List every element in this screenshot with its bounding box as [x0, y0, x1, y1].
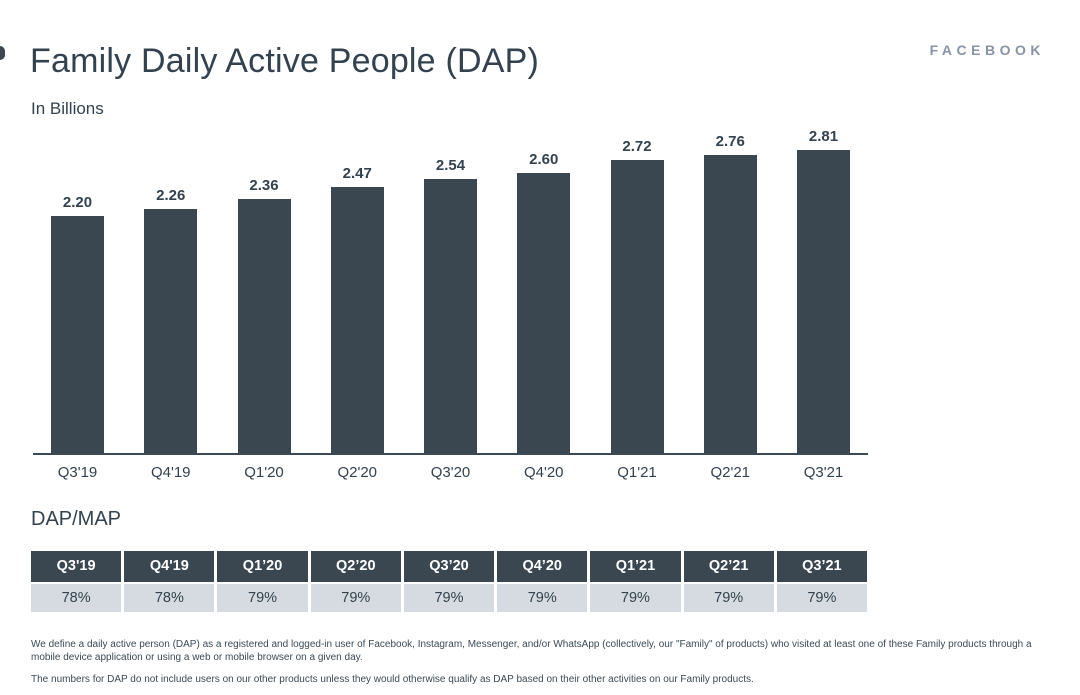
bar: [330, 187, 384, 453]
table-value-cell: 79%: [590, 584, 681, 612]
bar-group: 2.47: [330, 165, 384, 453]
table-value-cell: 79%: [683, 584, 774, 612]
x-axis-tick-label: Q3'20: [430, 464, 471, 481]
table-header-cell: Q2’20: [310, 551, 401, 582]
bar: [610, 160, 664, 453]
x-axis-tick-label: Q3'21: [803, 464, 844, 481]
x-axis-tick-label: Q3'19: [57, 464, 98, 481]
x-axis-tick-label: Q4'20: [523, 464, 564, 481]
table-value-cell: 79%: [776, 584, 867, 612]
bar: [144, 209, 198, 453]
x-axis-tick-label: Q2'21: [710, 464, 751, 481]
table-header-cell: Q4’20: [497, 551, 588, 582]
bar: [517, 173, 571, 453]
table-header-cell: Q2’21: [683, 551, 774, 582]
bar-group: 2.36: [237, 177, 291, 453]
bar-group: 2.20: [51, 194, 104, 453]
table-header-cell: Q3’20: [403, 551, 495, 582]
chart-units-label: In Billions: [31, 99, 104, 118]
bar: [703, 155, 757, 453]
x-axis-tick-label: Q1'21: [617, 464, 657, 481]
page-title: Family Daily Active People (DAP): [30, 42, 539, 80]
edge-artifact: [0, 46, 5, 60]
bar-value-label: 2.60: [529, 151, 559, 168]
table-header-cell: Q3’21: [776, 551, 867, 582]
table-value-cell: 79%: [403, 584, 495, 612]
dap-map-table: Q3'19 Q4'19 Q1’20 Q2’20 Q3’20 Q4’20 Q1’21 Q2’21…: [31, 551, 867, 612]
x-axis-tick-label: Q2'20: [337, 464, 378, 481]
bar: [237, 199, 291, 453]
table-header-cell: Q4'19: [124, 551, 215, 582]
bar-value-label: 2.47: [342, 165, 372, 182]
facebook-logo: FACEBOOK: [929, 42, 1045, 58]
bar-group: 2.26: [144, 187, 198, 453]
footnotes: We define a daily active person (DAP) as…: [31, 638, 1063, 695]
bar-group: 2.72: [610, 138, 664, 453]
bar-group: 2.60: [517, 151, 571, 453]
bar-value-label: 2.20: [62, 194, 93, 211]
bar-value-label: 2.26: [156, 187, 186, 204]
footnote-paragraph: We define a daily active person (DAP) as…: [31, 639, 1032, 664]
table-value-cell: 78%: [124, 584, 215, 612]
x-axis-tick-label: Q4'19: [150, 464, 191, 481]
bar-value-label: 2.76: [715, 133, 745, 150]
table-value-cell: 78%: [31, 584, 122, 612]
table-header-cell: Q1’20: [217, 551, 308, 582]
table-value-cell: 79%: [217, 584, 308, 612]
bar: [797, 150, 850, 453]
bar: [424, 179, 477, 453]
table-header-cell: Q3'19: [31, 551, 122, 582]
dap-map-heading: DAP/MAP: [31, 508, 122, 530]
bar-group: 2.76: [703, 133, 757, 453]
table-header-cell: Q1’21: [590, 551, 681, 582]
bar-value-label: 2.36: [249, 177, 279, 194]
bar-value-label: 2.81: [808, 128, 839, 145]
x-axis-tick-label: Q1'20: [244, 464, 284, 481]
chart-x-axis-labels: Q3'19 Q4'19 Q1'20 Q2'20 Q3'20 Q4'20 Q1'21 Q2'21…: [33, 464, 868, 481]
footnote-paragraph: The numbers for DAP do not include users…: [31, 674, 754, 686]
bar-value-label: 2.54: [435, 157, 466, 174]
bar-group: 2.54: [424, 157, 477, 453]
dap-bar-chart: 2.20 2.26 2.36 2.47 2.54 2.60 2.72 2.76 2.81 Q3'…: [33, 128, 868, 481]
bar: [51, 216, 104, 453]
chart-plot-area: 2.20 2.26 2.36 2.47 2.54 2.60 2.72 2.76 2.81: [33, 128, 868, 455]
table-value-cell: 79%: [497, 584, 588, 612]
bar-group: 2.81: [797, 128, 850, 453]
bar-value-label: 2.72: [622, 138, 652, 155]
table-value-cell: 79%: [310, 584, 401, 612]
